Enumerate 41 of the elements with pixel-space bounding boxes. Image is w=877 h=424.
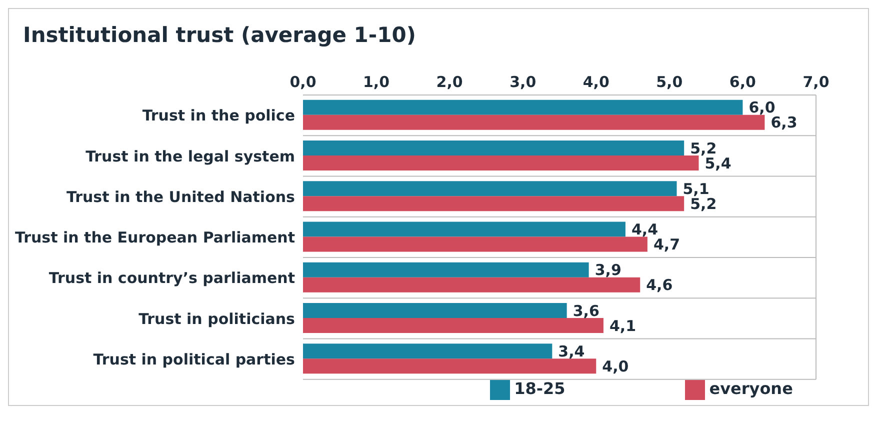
data-label: 4,4 — [631, 220, 658, 238]
bar — [303, 100, 743, 115]
data-label: 4,1 — [609, 316, 636, 335]
y-tick-label: Trust in country’s parliament — [48, 269, 295, 288]
x-tick-label: 1,0 — [362, 73, 390, 91]
bar — [303, 358, 596, 374]
x-tick-label: 6,0 — [729, 73, 756, 91]
data-label: 3,9 — [594, 261, 622, 280]
bar — [303, 156, 699, 170]
x-tick-label: 2,0 — [436, 73, 463, 91]
data-label: 4,0 — [602, 357, 629, 376]
data-label: 4,7 — [653, 236, 680, 254]
y-tick-label: Trust in political parties — [93, 350, 296, 368]
bar — [303, 222, 626, 237]
y-tick-label: Trust in politicians — [138, 310, 296, 328]
bar — [303, 181, 677, 196]
bar — [303, 277, 640, 292]
bar — [303, 262, 589, 278]
x-tick-label: 4,0 — [582, 73, 610, 91]
legend-label: 18-25 — [514, 379, 566, 398]
y-tick-label: Trust in the European Parliament — [15, 228, 295, 247]
x-tick-label: 5,0 — [656, 73, 683, 91]
y-tick-label: Trust in the legal system — [86, 147, 295, 166]
y-tick-label: Trust in the United Nations — [66, 188, 296, 206]
chart-title: Institutional trust (average 1-10) — [22, 22, 417, 49]
bar — [303, 303, 567, 318]
x-tick-label: 0,0 — [290, 73, 316, 91]
x-tick-label: 7,0 — [802, 73, 830, 91]
data-label: 5,1 — [682, 180, 710, 198]
bar — [303, 236, 648, 252]
y-tick-label: Trust in the police — [142, 106, 295, 125]
bar — [303, 196, 684, 212]
bar — [303, 344, 552, 359]
data-label: 4,6 — [646, 276, 673, 294]
legend-label: everyone — [709, 379, 793, 398]
data-label: 3,4 — [558, 342, 585, 360]
bar — [303, 114, 765, 130]
x-tick-label: 3,0 — [510, 73, 536, 91]
bar — [303, 318, 604, 333]
bar — [303, 140, 684, 156]
data-label: 3,6 — [572, 302, 600, 320]
